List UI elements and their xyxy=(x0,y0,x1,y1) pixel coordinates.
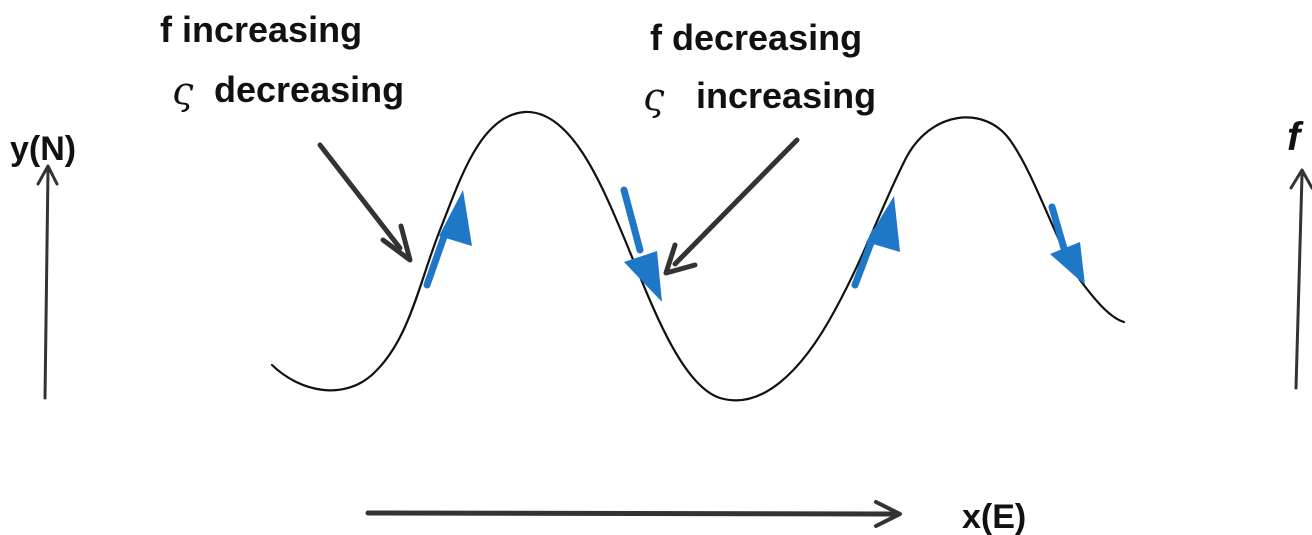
annotation-right-line1: f decreasing xyxy=(650,17,862,58)
annotation-left-line2: decreasing xyxy=(214,69,404,110)
streamline-curve xyxy=(270,110,1126,402)
east-axis-arrow xyxy=(365,500,902,528)
zeta-symbol-right: ς xyxy=(643,75,665,119)
annotation-right-line2: increasing xyxy=(696,75,876,116)
east-axis-label: x(E) xyxy=(962,498,1026,535)
pointer-arrow-right xyxy=(663,137,800,276)
north-axis-arrow xyxy=(36,164,59,400)
flow-arrow-3 xyxy=(851,196,900,289)
f-axis-arrow xyxy=(1289,168,1312,390)
north-axis-label: y(N) xyxy=(10,130,76,168)
flow-arrow-2 xyxy=(620,186,662,302)
pointer-arrow-left xyxy=(317,142,413,263)
zeta-symbol-left: ς xyxy=(172,69,194,113)
f-axis-label: f xyxy=(1287,115,1304,159)
flow-arrow-4 xyxy=(1048,203,1085,285)
flow-arrow-1 xyxy=(423,190,472,289)
annotation-left-line1: f increasing xyxy=(160,9,362,50)
